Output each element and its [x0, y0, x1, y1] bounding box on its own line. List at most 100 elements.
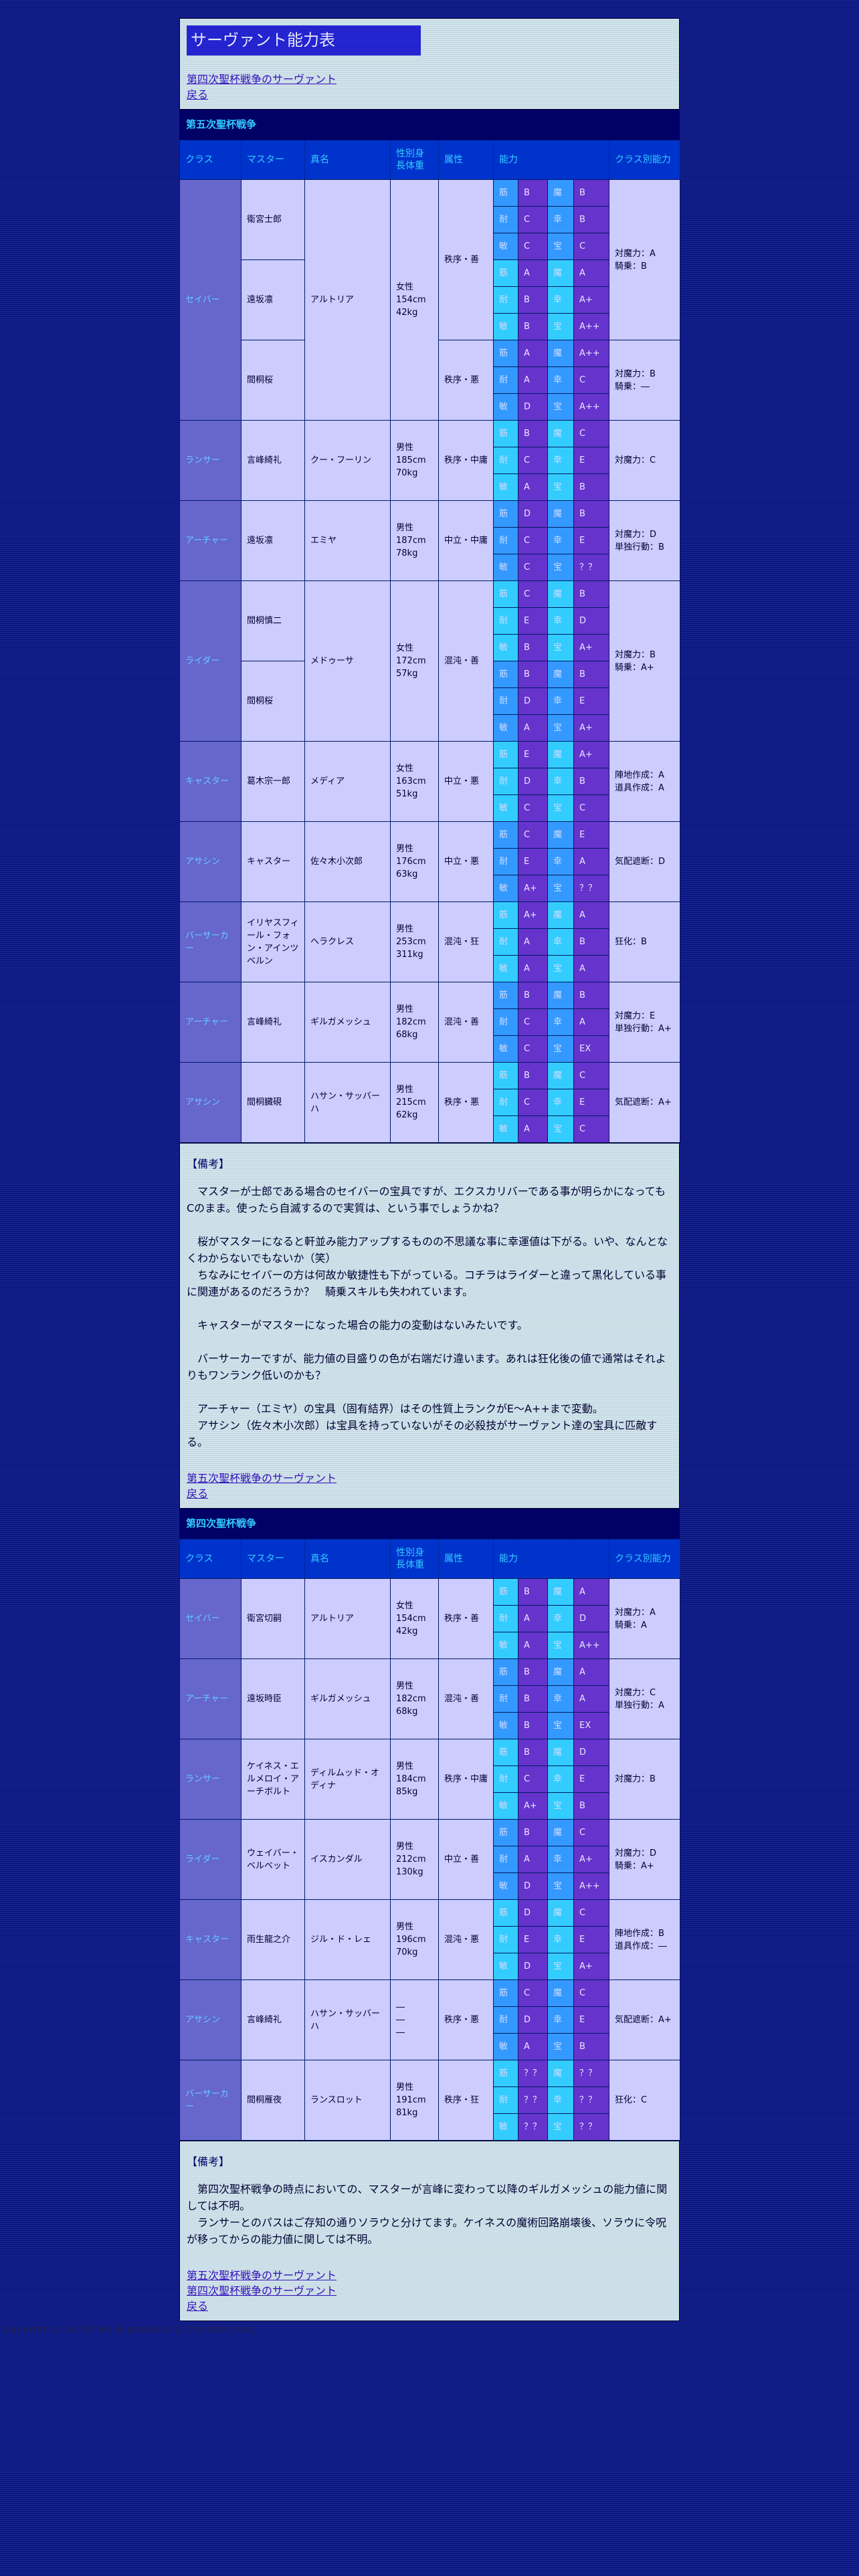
stat-label: 筋: [493, 1979, 518, 2007]
stat-label: 敏: [493, 2113, 518, 2141]
servant-class: バーサーカー: [179, 901, 242, 982]
stat-value: E: [573, 447, 609, 474]
servant-true-name: アルトリア: [304, 179, 391, 421]
nav-link[interactable]: 戻る: [187, 2300, 209, 2313]
servant-table: クラス マスター 真名 性別身 長体重 属性 能力 クラス別能力 セイバー 衛宮切嗣 アルトリア 女性…: [179, 1539, 680, 2141]
class-skill: 狂化：B: [615, 937, 647, 947]
stat-label: 魔: [547, 1739, 574, 1766]
stat-label: 耐: [493, 928, 518, 956]
servant-profile: 女性 163cm 51kg: [390, 741, 439, 822]
class-skill: 騎乗：B: [615, 261, 647, 272]
stat-label: 幸: [547, 1008, 574, 1036]
stat-label: 筋: [493, 179, 518, 207]
stat-label: 筋: [493, 741, 518, 768]
class-skills: 対魔力：A 騎乗：A: [609, 1578, 680, 1659]
stat-value: A: [573, 955, 609, 982]
class-skills: 対魔力：B 騎乗：―: [609, 340, 680, 421]
stat-label: 幸: [547, 848, 574, 875]
table-row: アサシン キャスター 佐々木小次郎 男性 176cm 63kg 中立・悪筋 C 魔 E 気配遮断：D: [179, 821, 680, 902]
profile-line: 184cm: [396, 1774, 426, 1784]
stat-label: 宝: [547, 794, 574, 822]
servant-profile: 男性 176cm 63kg: [390, 821, 439, 902]
class-skill: 対魔力：D: [615, 529, 657, 540]
servant-true-name: メドゥーサ: [304, 580, 391, 742]
profile-line: 176cm: [396, 857, 426, 867]
stat-value: C: [573, 794, 609, 822]
link-back[interactable]: 戻る: [187, 88, 209, 101]
profile-line: 70kg: [396, 1947, 418, 1957]
header-panel: サーヴァント能力表 第四次聖杯戦争のサーヴァント 戻る: [179, 18, 680, 110]
stat-value: E: [573, 687, 609, 715]
stat-label: 宝: [547, 634, 574, 661]
stat-value: D: [518, 500, 548, 528]
stat-label: 筋: [493, 1739, 518, 1766]
nav-link[interactable]: 戻る: [187, 1487, 209, 1500]
stat-value: ？？: [573, 2086, 609, 2114]
table-row: 敏 A+ 宝 B: [180, 1792, 680, 1820]
class-skill: 騎乗：A+: [615, 1860, 654, 1871]
servant-true-name: ジル・ド・レェ: [304, 1899, 391, 1980]
table-row: 敏？？宝？？: [180, 2113, 680, 2141]
stat-value: E: [518, 1926, 548, 1953]
nav-link[interactable]: 第五次聖杯戦争のサーヴァント: [187, 2269, 337, 2282]
stat-value: A: [573, 259, 609, 287]
stat-value: E: [573, 821, 609, 849]
stat-value: B: [573, 661, 609, 688]
profile-line: 男性: [396, 1681, 414, 1691]
stat-value: B: [573, 500, 609, 528]
master-name: 間桐慎二: [241, 580, 305, 661]
stat-label: 魔: [547, 2060, 574, 2087]
class-skill: 単独行動：B: [615, 542, 664, 552]
profile-line: 男性: [396, 844, 414, 854]
stat-label: 筋: [493, 1062, 518, 1089]
master-name: イリヤスフィール・フォン・アインツベルン: [241, 901, 305, 982]
profile-line: 85kg: [396, 1787, 418, 1797]
servant-class: バーサーカー: [179, 2060, 242, 2141]
stat-label: 耐: [493, 1765, 518, 1793]
notes-paragraph: アーチャー（エミヤ）の宝具（固有結界）はその性質上ランクがE～A++まで変動。 …: [187, 1400, 672, 1451]
stat-label: 幸: [547, 2006, 574, 2034]
table-row: 敏 B 宝 EX: [180, 1712, 680, 1739]
table-header-row: クラス マスター 真名 性別身 長体重 属性 能力 クラス別能力: [179, 1539, 680, 1579]
servant-class: アーチャー: [179, 500, 242, 581]
table-row: ライダー ウェイバー・ベルベット イスカンダル 男性 212cm 130kg 中立・善筋 B 魔…: [179, 1819, 680, 1900]
servant-profile: 男性 215cm 62kg: [390, 1062, 439, 1143]
nav-link[interactable]: 第五次聖杯戦争のサーヴァント: [187, 1472, 337, 1485]
header-profile: 性別身 長体重: [390, 1539, 439, 1579]
stat-label: 幸: [547, 1685, 574, 1713]
servant-true-name: ランスロット: [304, 2060, 391, 2141]
servant-true-name: ディルムッド・オディナ: [304, 1739, 391, 1820]
stat-label: 筋: [493, 2060, 518, 2087]
stat-label: 幸: [547, 206, 574, 233]
profile-line: 女性: [396, 282, 414, 292]
servant-profile: 男性 182cm 68kg: [390, 1658, 439, 1739]
alignment: 秩序・狂: [438, 2060, 494, 2141]
stat-label: 敏: [493, 233, 518, 260]
stat-label: 幸: [547, 928, 574, 956]
class-skill: 騎乗：―: [615, 381, 650, 392]
stat-label: 宝: [547, 393, 574, 421]
stat-label: 魔: [547, 259, 574, 287]
servant-class: ライダー: [179, 580, 242, 742]
stat-value: B: [573, 206, 609, 233]
profile-line: 62kg: [396, 1110, 418, 1120]
stat-value: A++: [573, 1872, 609, 1900]
stat-label: 幸: [547, 687, 574, 715]
link-fourth-war-servants[interactable]: 第四次聖杯戦争のサーヴァント: [187, 73, 337, 86]
notes-line: 第四次聖杯戦争の時点においての、マスターが言峰に変わって以降のギルガメッシュの能…: [187, 2183, 668, 2212]
servant-class: ランサー: [179, 420, 242, 501]
servant-profile: 女性 154cm 42kg: [390, 179, 439, 421]
servant-true-name: クー・フーリン: [304, 420, 391, 501]
table-row: 敏 D 宝 A++: [180, 1872, 680, 1900]
header-stats: 能力: [493, 140, 609, 180]
stat-value: A: [518, 366, 548, 394]
nav-link[interactable]: 第四次聖杯戦争のサーヴァント: [187, 2284, 337, 2297]
profile-line: 154cm: [396, 1614, 426, 1624]
table-row: キャスター 雨生龍之介 ジル・ド・レェ 男性 196cm 70kg 混沌・悪筋 D 魔 C 陣地作成…: [179, 1899, 680, 1980]
master-name: 間桐桜: [241, 661, 305, 742]
